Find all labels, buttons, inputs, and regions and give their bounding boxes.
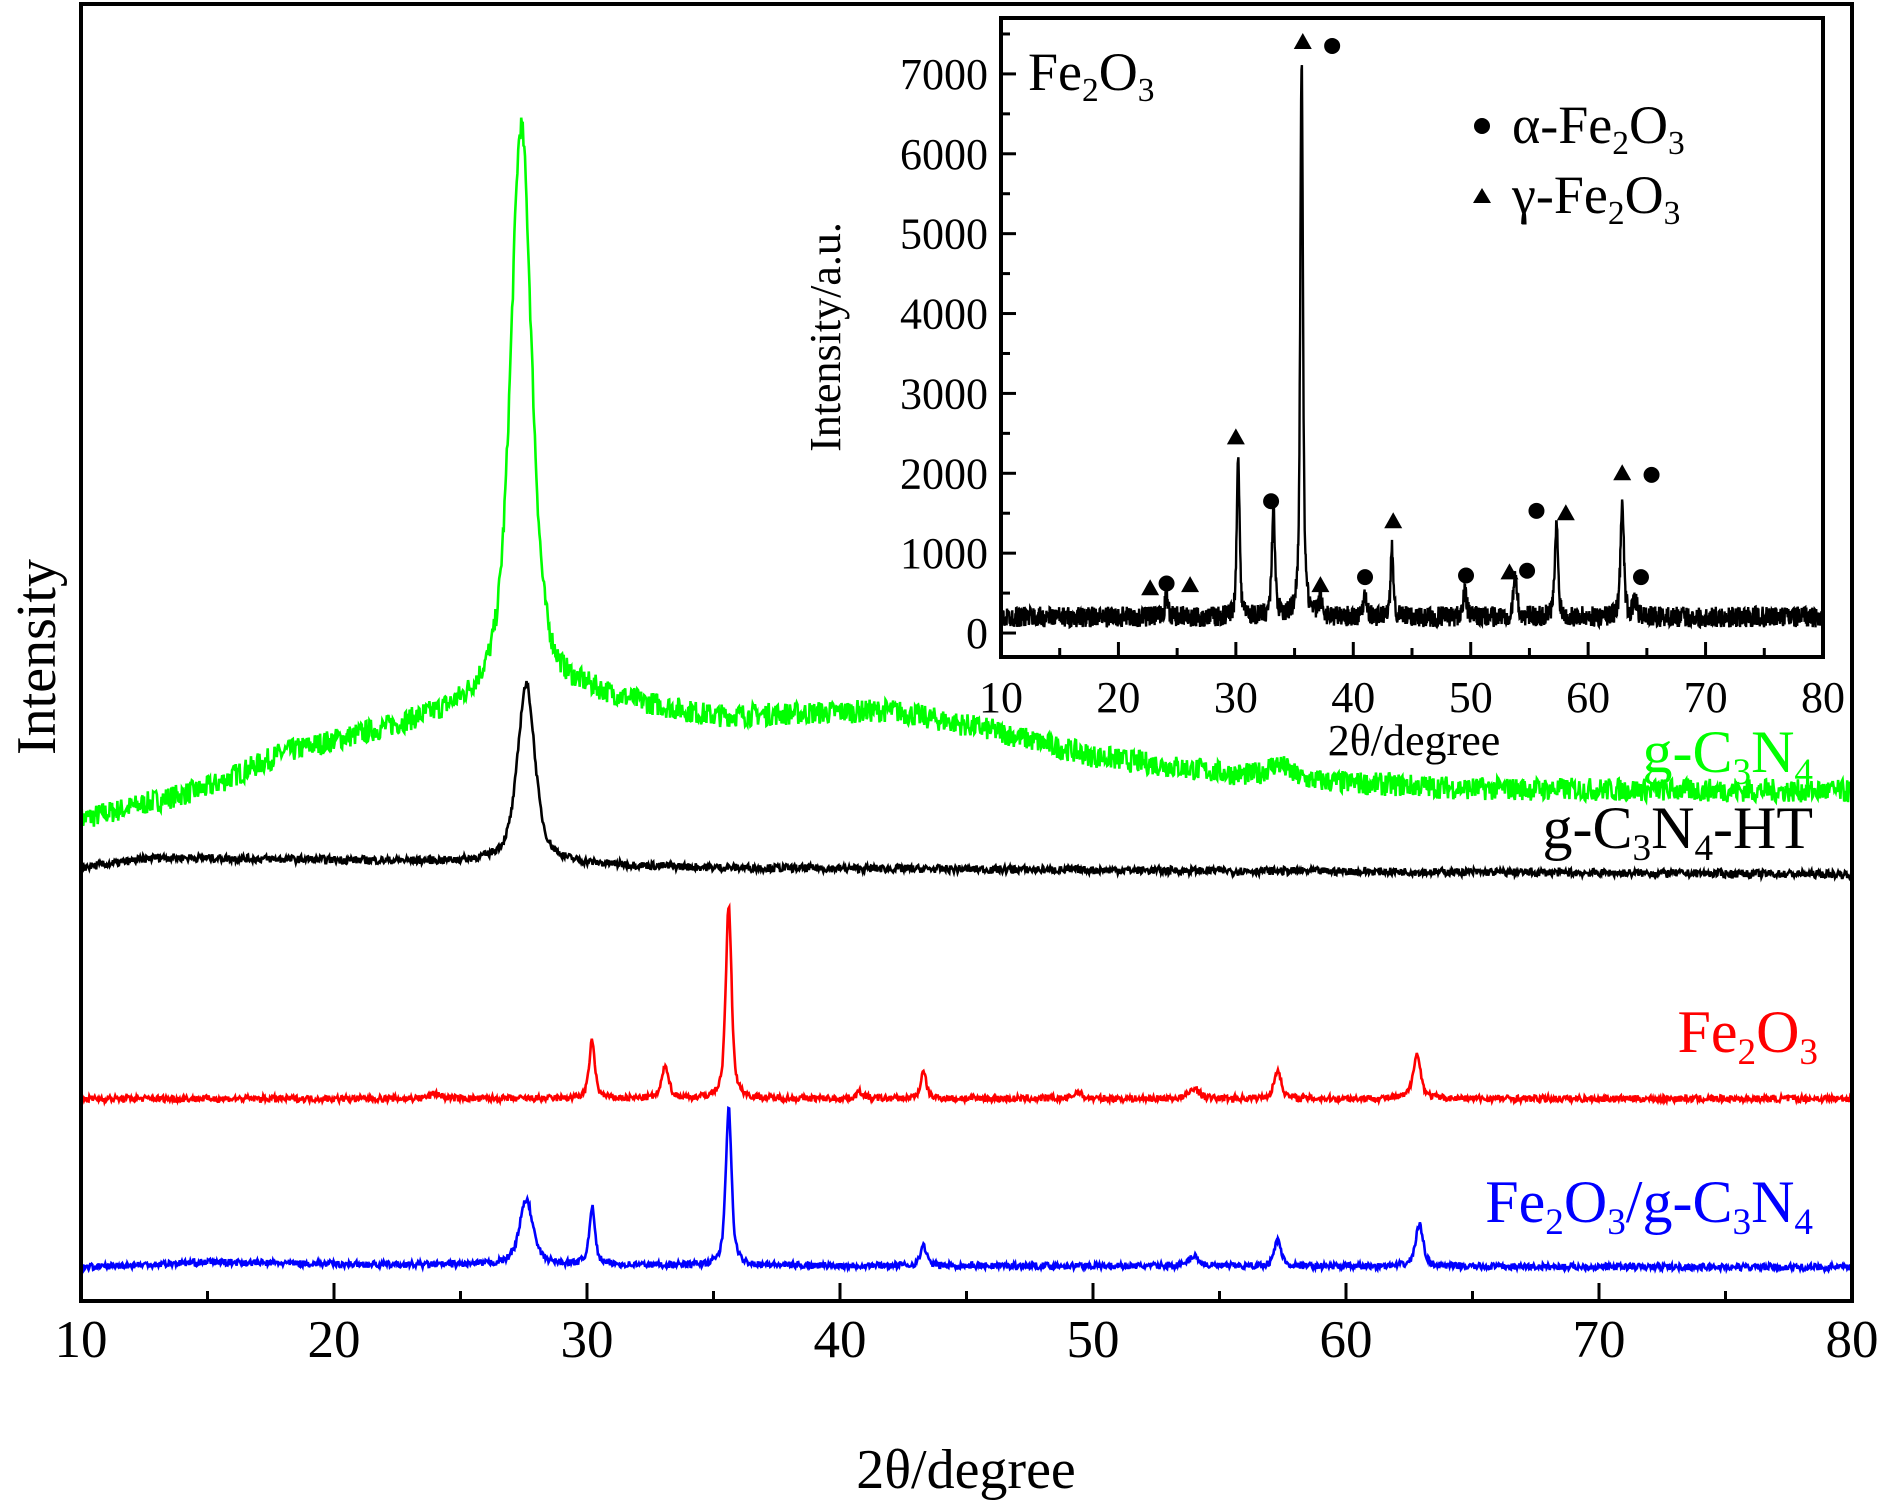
inset-y-tick-label: 3000 — [900, 369, 988, 418]
inset-title: Fe2​O3​ — [1028, 42, 1154, 109]
inset-plot-traces — [999, 64, 1825, 631]
gamma-phase-marker — [1293, 32, 1312, 49]
inset-x-tick-label: 30 — [1214, 673, 1258, 722]
inset-x-tick-label: 40 — [1331, 673, 1375, 722]
gamma-phase-marker — [1500, 563, 1519, 580]
inset-y-tick-label: 2000 — [900, 449, 988, 498]
alpha-phase-marker — [1263, 493, 1280, 510]
series-label-g-c3n4-ht: g-C3​N4​-HT — [1543, 795, 1814, 869]
inset-y-tick-label: 5000 — [900, 210, 988, 259]
alpha-phase-marker — [1158, 575, 1175, 592]
inset-x-axis-label: 2θ/degree — [1328, 716, 1501, 765]
inset-x-tick-label: 20 — [1096, 673, 1140, 722]
main-x-ticks: 10 20 30 40 50 60 70 80 — [55, 1283, 1879, 1369]
inset-y-tick-label: 4000 — [900, 290, 988, 339]
inset-axes-ticks: 10 20 30 40 50 60 70 80 0 1000 2000 3000 4000 5000 600… — [900, 32, 1845, 722]
inset-background — [1001, 18, 1823, 657]
alpha-phase-marker — [1528, 502, 1545, 519]
inset-y-tick-label: 1000 — [900, 529, 988, 578]
legend-gamma-fe2o3: γ-Fe2​O3​ — [1511, 165, 1680, 232]
x-tick-label: 70 — [1573, 1311, 1626, 1369]
inset-x-tick-label: 10 — [979, 673, 1023, 722]
alpha-phase-marker — [1458, 567, 1475, 584]
series-label-fe2o3-g-c3n4: Fe2​O3​/g-C3​N4​ — [1485, 1169, 1813, 1243]
alpha-phase-marker — [1643, 466, 1660, 483]
gamma-phase-marker — [1226, 428, 1245, 445]
gamma-phase-marker — [1311, 576, 1330, 593]
gamma-phase-marker — [1613, 464, 1632, 481]
inset-x-tick-label: 80 — [1801, 673, 1845, 722]
gamma-phase-marker — [1181, 576, 1200, 593]
x-tick-label: 20 — [308, 1311, 361, 1369]
x-tick-label: 10 — [55, 1311, 108, 1369]
inset-x-tick-label: 60 — [1566, 673, 1610, 722]
x-tick-label: 30 — [561, 1311, 614, 1369]
inset-y-tick-label: 6000 — [900, 130, 988, 179]
alpha-phase-marker — [1632, 569, 1649, 586]
main-plot-traces — [79, 117, 1853, 1275]
series-line-g-c3n4-ht — [79, 680, 1853, 883]
x-tick-label: 60 — [1320, 1311, 1373, 1369]
series-line-fe2o3 — [79, 902, 1853, 1107]
inset-y-tick-label: 7000 — [900, 50, 988, 99]
alpha-phase-marker — [1519, 562, 1536, 579]
inset-x-tick-label: 50 — [1449, 673, 1493, 722]
series-line-fe2o3 — [999, 64, 1825, 631]
alpha-phase-marker — [1324, 37, 1341, 54]
legend-triangle-marker — [1473, 188, 1491, 203]
inset-y-axis-label: Intensity/a.u. — [801, 222, 850, 452]
series-line-g-c3n4 — [79, 117, 1853, 832]
series-line-fe2o3-g-c3n4 — [80, 1105, 1853, 1275]
inset-y-tick-label: 0 — [966, 609, 988, 658]
main-y-axis-label: Intensity — [6, 559, 68, 755]
gamma-phase-marker — [1141, 579, 1160, 596]
gamma-phase-marker — [1556, 504, 1575, 521]
series-label-g-c3n4: g-C3​N4​ — [1642, 719, 1813, 793]
inset-phase-markers — [1141, 32, 1660, 596]
main-x-axis-label: 2θ/degree — [856, 1439, 1076, 1501]
x-tick-label: 40 — [814, 1311, 867, 1369]
inset-x-tick-label: 70 — [1684, 673, 1728, 722]
legend-alpha-fe2o3: α-Fe2​O3​ — [1512, 95, 1685, 162]
gamma-phase-marker — [1384, 512, 1403, 529]
legend-circle-marker — [1474, 118, 1490, 134]
series-label-fe2o3: Fe2​O3​ — [1677, 999, 1818, 1073]
x-tick-label: 50 — [1067, 1311, 1120, 1369]
alpha-phase-marker — [1357, 569, 1374, 586]
x-tick-label: 80 — [1826, 1311, 1879, 1369]
